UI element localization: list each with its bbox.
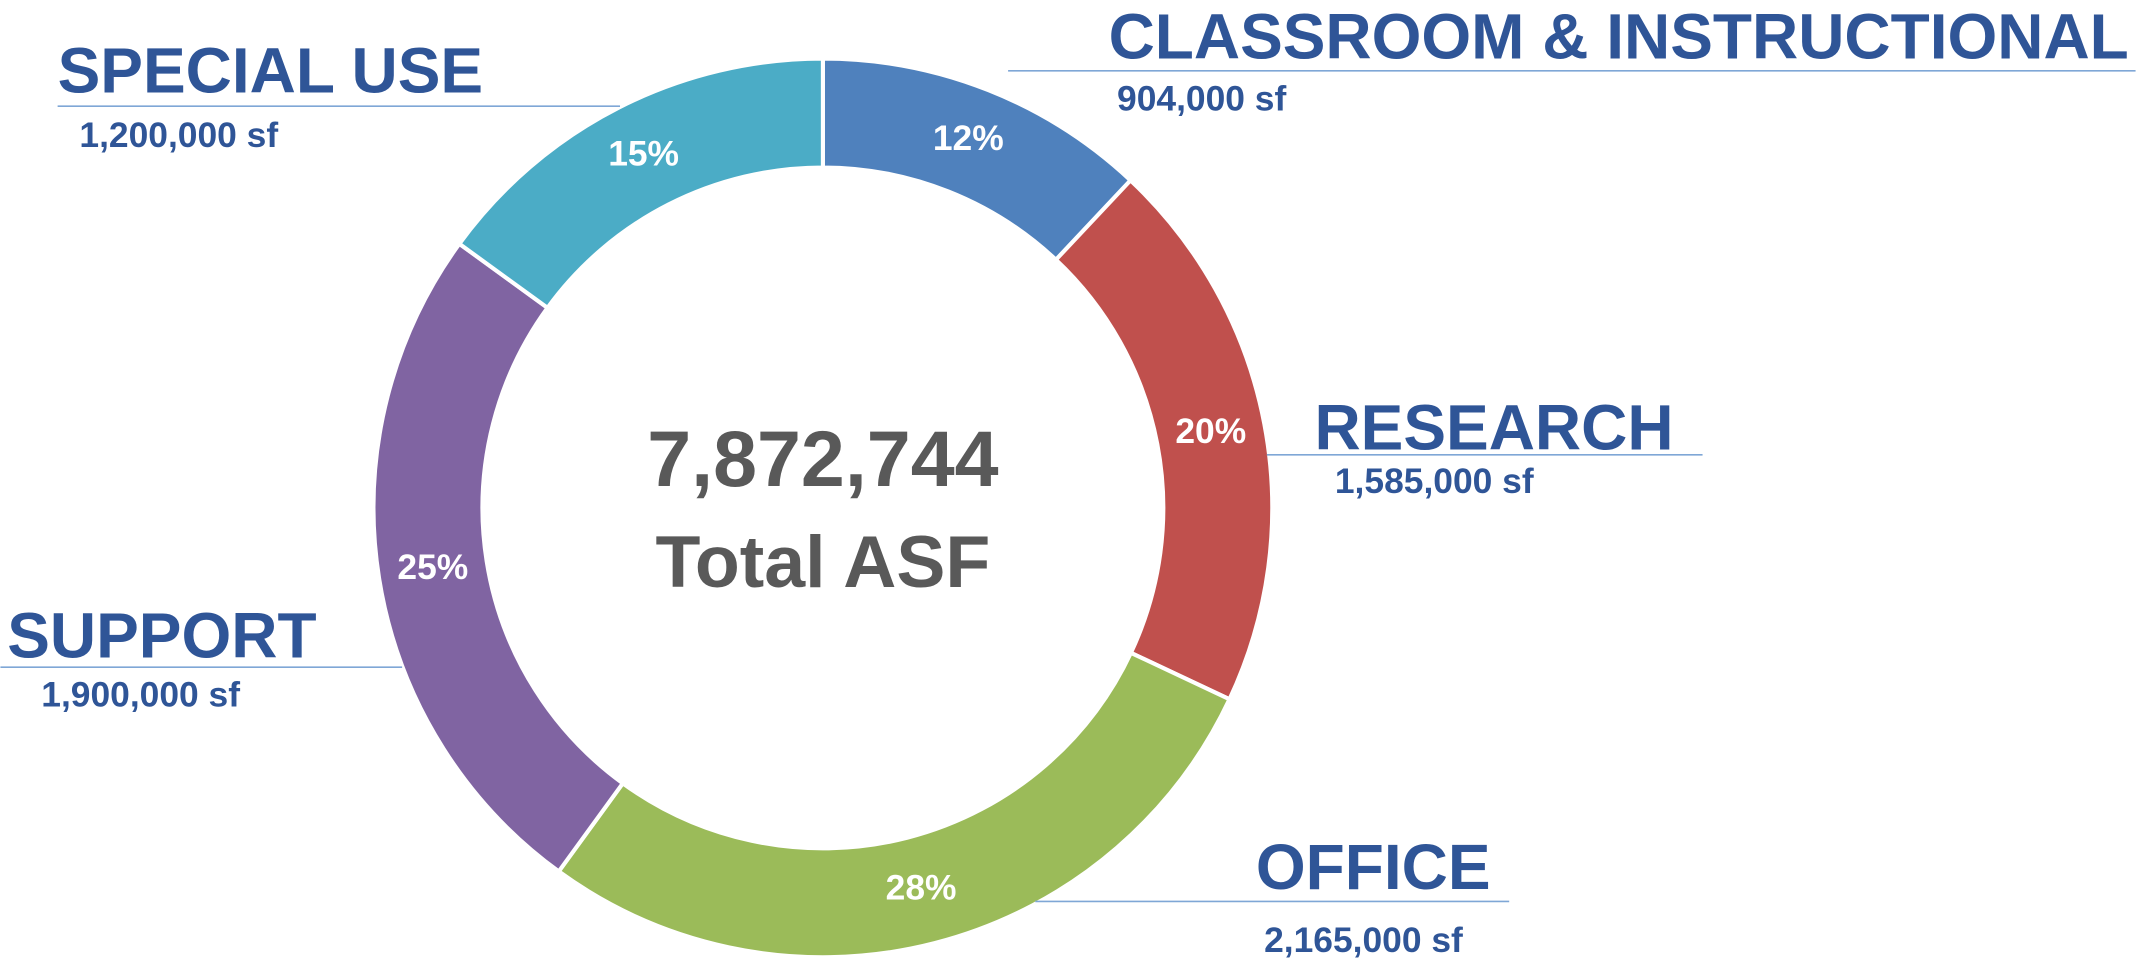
percent-label: 28% bbox=[886, 868, 957, 908]
donut-segment bbox=[456, 56, 825, 311]
category-label: OFFICE bbox=[1256, 831, 1491, 903]
category-label: SPECIAL USE bbox=[58, 35, 484, 107]
area-label: 1,200,000 sf bbox=[79, 115, 278, 155]
center-value: 7,872,744 bbox=[647, 415, 998, 503]
percent-label: 12% bbox=[933, 118, 1004, 158]
percent-label: 25% bbox=[397, 547, 468, 587]
area-label: 1,900,000 sf bbox=[41, 675, 240, 715]
donut-segment bbox=[555, 650, 1233, 960]
percent-label: 15% bbox=[608, 133, 679, 173]
category-label: RESEARCH bbox=[1314, 391, 1673, 463]
area-label: 2,165,000 sf bbox=[1264, 920, 1463, 960]
area-label: 904,000 sf bbox=[1117, 78, 1286, 118]
percent-label: 20% bbox=[1175, 411, 1246, 451]
center-label: Total ASF bbox=[655, 520, 990, 603]
category-label: CLASSROOM & INSTRUCTIONAL bbox=[1109, 1, 2129, 73]
area-label: 1,585,000 sf bbox=[1335, 461, 1534, 501]
category-label: SUPPORT bbox=[7, 600, 316, 672]
donut-segment bbox=[371, 240, 626, 875]
